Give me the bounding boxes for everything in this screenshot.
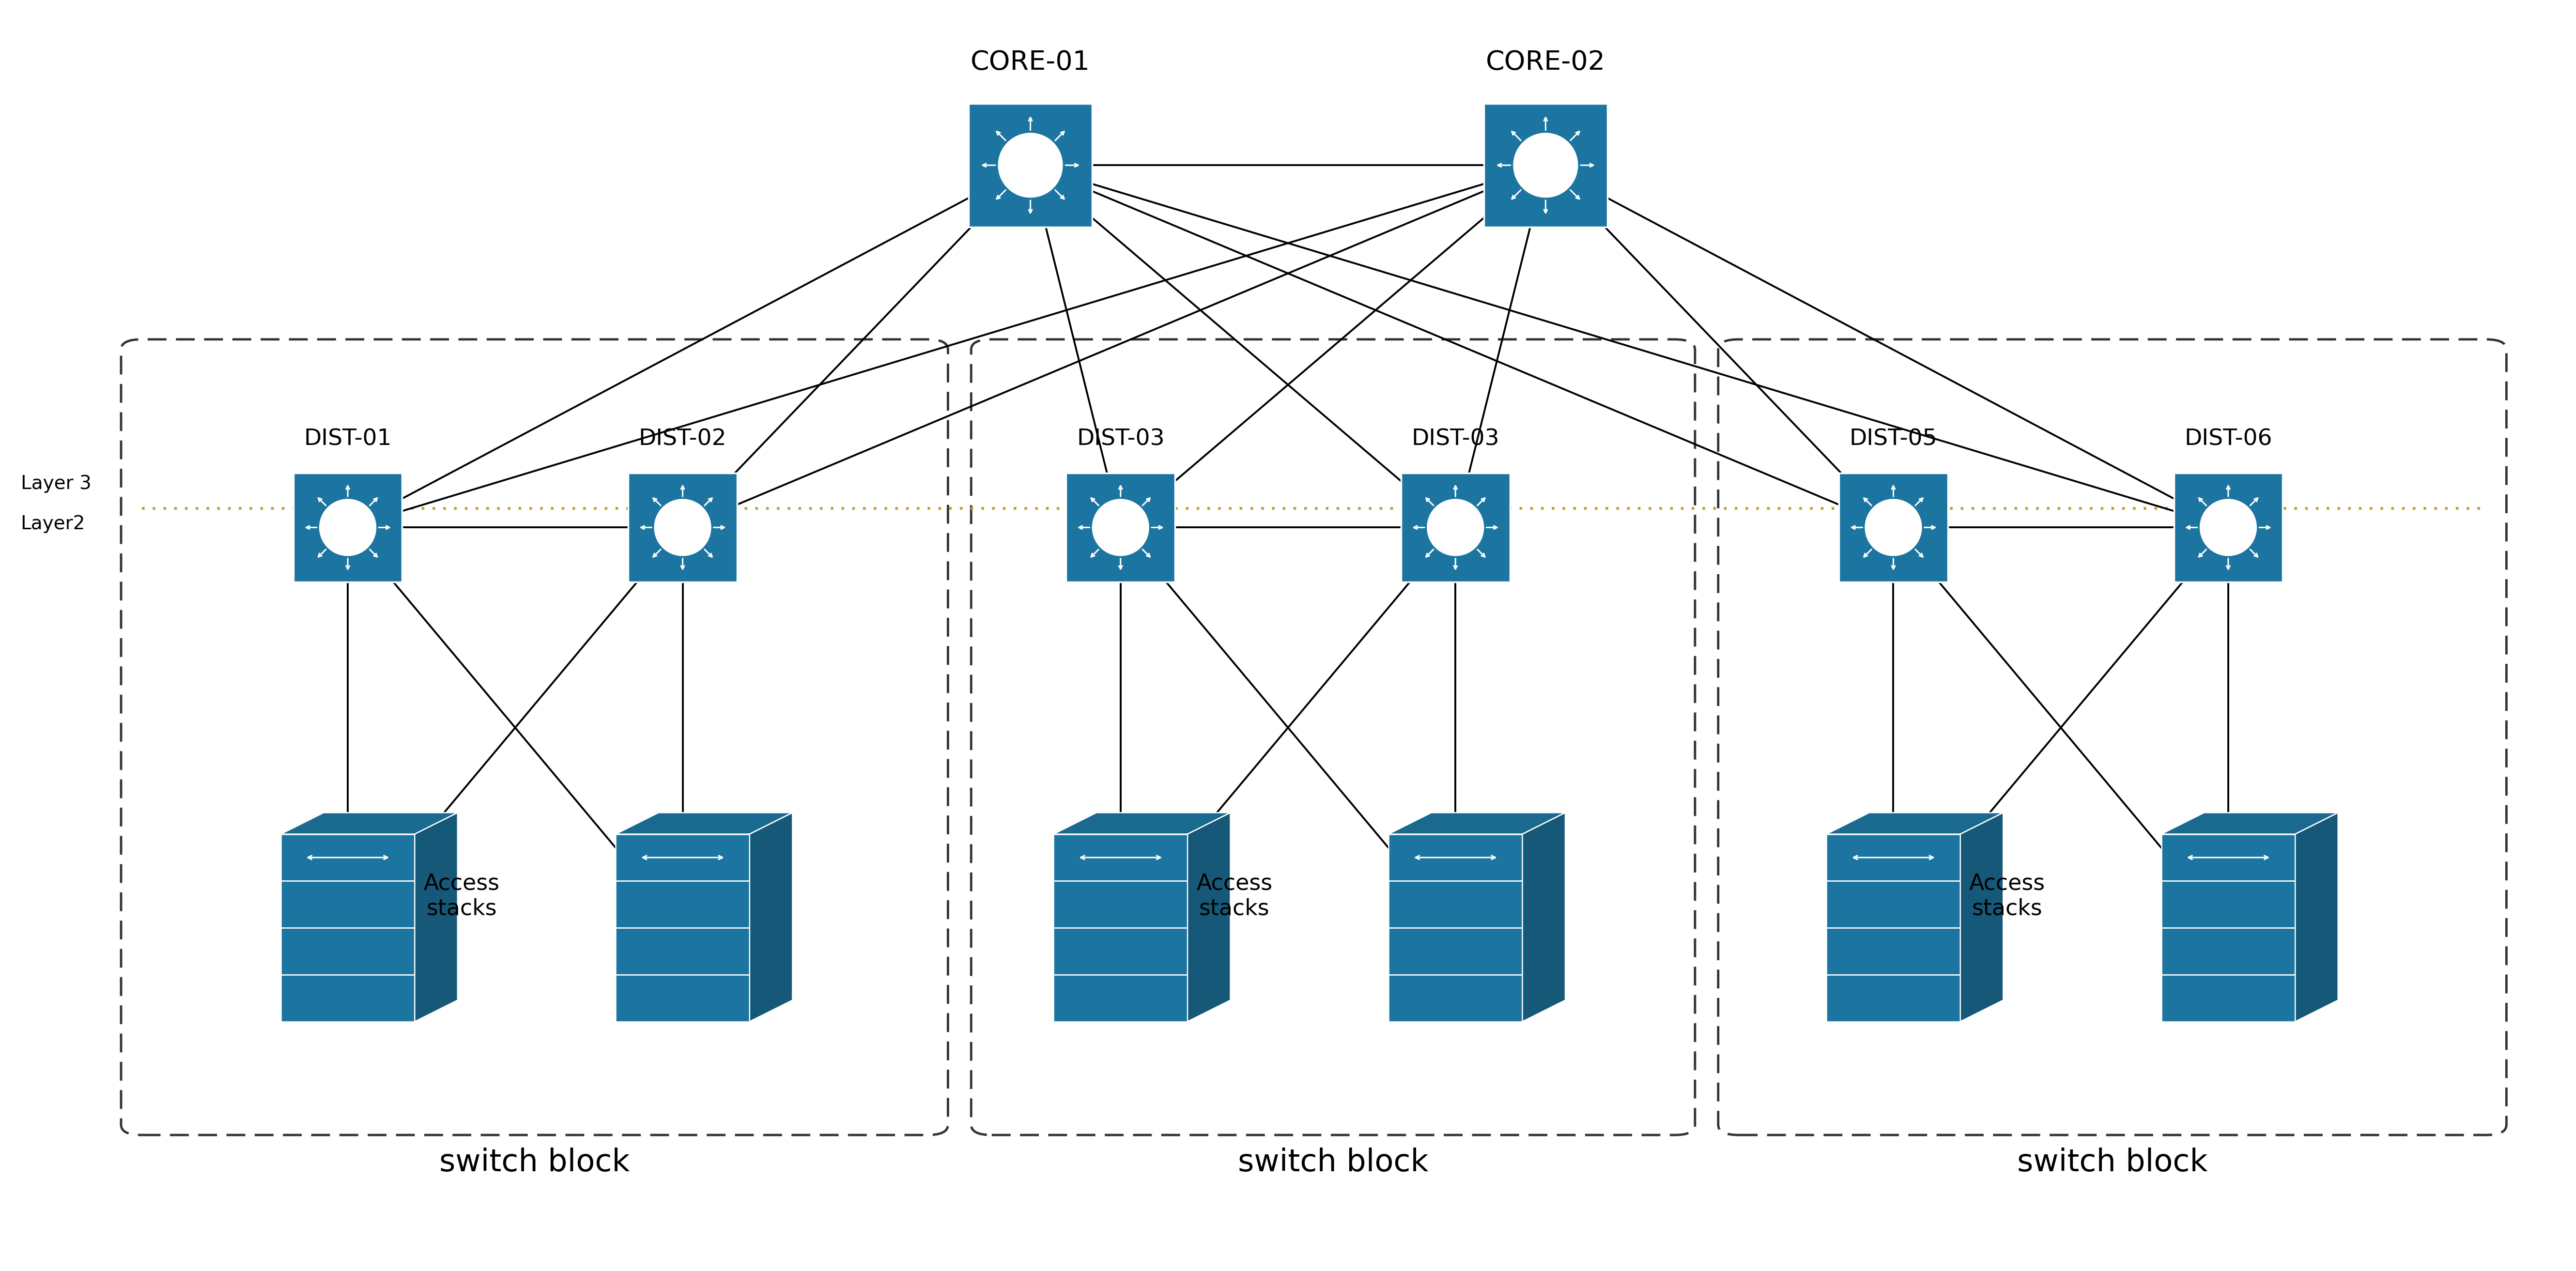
Ellipse shape <box>654 500 711 555</box>
Polygon shape <box>1066 473 1175 582</box>
Polygon shape <box>1388 834 1522 881</box>
Text: DIST-03: DIST-03 <box>1077 428 1164 450</box>
Polygon shape <box>1484 103 1607 228</box>
Polygon shape <box>629 473 737 582</box>
Text: DIST-01: DIST-01 <box>304 428 392 450</box>
Polygon shape <box>616 881 750 928</box>
Polygon shape <box>616 812 793 834</box>
Polygon shape <box>2161 975 2295 1022</box>
Polygon shape <box>1054 975 1188 1022</box>
Polygon shape <box>1826 881 1960 928</box>
Text: DIST-06: DIST-06 <box>2184 428 2272 450</box>
Polygon shape <box>1839 473 1947 582</box>
Text: DIST-03: DIST-03 <box>1412 428 1499 450</box>
Polygon shape <box>281 975 415 1022</box>
Ellipse shape <box>1865 500 1922 555</box>
Polygon shape <box>1388 928 1522 975</box>
Polygon shape <box>2174 473 2282 582</box>
Polygon shape <box>1054 812 1231 834</box>
Polygon shape <box>1401 473 1510 582</box>
Polygon shape <box>1826 975 1960 1022</box>
Ellipse shape <box>999 133 1061 197</box>
Polygon shape <box>1054 881 1188 928</box>
Ellipse shape <box>1515 133 1577 197</box>
Text: Access
stacks: Access stacks <box>1195 873 1273 919</box>
Polygon shape <box>1388 812 1566 834</box>
Polygon shape <box>2161 834 2295 881</box>
Polygon shape <box>969 103 1092 228</box>
Text: Layer 3: Layer 3 <box>21 475 90 493</box>
Polygon shape <box>281 881 415 928</box>
Ellipse shape <box>319 500 376 555</box>
Polygon shape <box>281 812 459 834</box>
Polygon shape <box>1054 834 1188 881</box>
Polygon shape <box>616 975 750 1022</box>
Text: Access
stacks: Access stacks <box>422 873 500 919</box>
Ellipse shape <box>2200 500 2257 555</box>
Polygon shape <box>2161 928 2295 975</box>
Polygon shape <box>1388 975 1522 1022</box>
Polygon shape <box>750 812 793 1022</box>
Polygon shape <box>415 812 459 1022</box>
Polygon shape <box>616 834 750 881</box>
Polygon shape <box>281 834 415 881</box>
Text: switch block: switch block <box>440 1148 629 1178</box>
Polygon shape <box>1388 881 1522 928</box>
Text: DIST-05: DIST-05 <box>1850 428 1937 450</box>
Text: switch block: switch block <box>2017 1148 2208 1178</box>
Text: Layer2: Layer2 <box>21 515 85 533</box>
Polygon shape <box>616 928 750 975</box>
Polygon shape <box>2161 881 2295 928</box>
Polygon shape <box>1188 812 1231 1022</box>
Text: DIST-02: DIST-02 <box>639 428 726 450</box>
Polygon shape <box>1960 812 2004 1022</box>
Text: CORE-01: CORE-01 <box>971 50 1090 75</box>
Polygon shape <box>281 928 415 975</box>
Polygon shape <box>1522 812 1566 1022</box>
Polygon shape <box>1054 928 1188 975</box>
Polygon shape <box>1826 834 1960 881</box>
Text: CORE-02: CORE-02 <box>1486 50 1605 75</box>
Polygon shape <box>2161 812 2339 834</box>
Polygon shape <box>1826 812 2004 834</box>
Polygon shape <box>294 473 402 582</box>
Text: Access
stacks: Access stacks <box>1968 873 2045 919</box>
Text: switch block: switch block <box>1239 1148 1427 1178</box>
Polygon shape <box>2295 812 2339 1022</box>
Ellipse shape <box>1427 500 1484 555</box>
Polygon shape <box>1826 928 1960 975</box>
Ellipse shape <box>1092 500 1149 555</box>
